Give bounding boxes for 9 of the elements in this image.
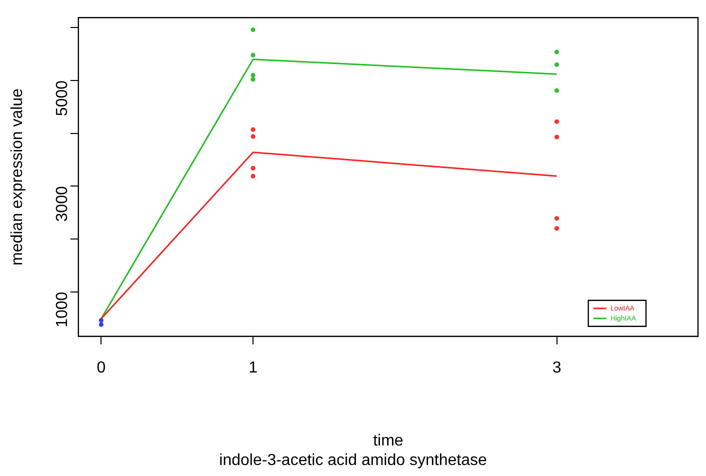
y-tick-label: 5000 (54, 80, 71, 116)
x-axis-title: time (373, 432, 404, 450)
x-tick-label: 3 (552, 359, 562, 376)
y-tick-label: 3000 (54, 186, 71, 222)
x-tick-label: 0 (96, 359, 106, 376)
text: indole-3-acetic acid amido synthetase (219, 452, 487, 469)
x-tick-label: 1 (248, 359, 258, 376)
y-axis-title: median expression value (9, 88, 26, 266)
y-tick-label: 1000 (54, 292, 71, 328)
